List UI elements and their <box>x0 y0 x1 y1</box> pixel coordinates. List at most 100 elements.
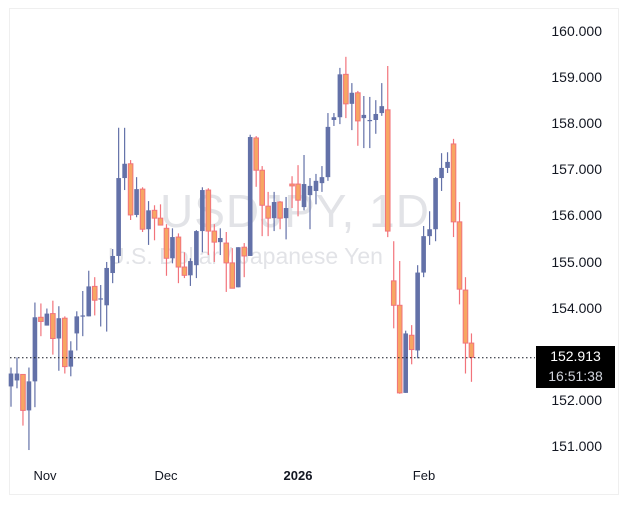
candle-down[interactable] <box>277 201 283 230</box>
candle-down[interactable] <box>20 373 26 426</box>
candle-body <box>331 117 337 120</box>
candle-up[interactable] <box>122 127 127 191</box>
candle-up[interactable] <box>415 265 420 359</box>
candle-body <box>181 266 188 276</box>
candle-down[interactable] <box>62 316 68 374</box>
candle-up[interactable] <box>68 341 74 377</box>
candle-up[interactable] <box>110 249 115 284</box>
candle-up[interactable] <box>200 187 205 253</box>
candle-down[interactable] <box>127 160 134 221</box>
candle-down[interactable] <box>175 233 182 284</box>
candle-up[interactable] <box>146 201 151 245</box>
candle-down[interactable] <box>163 224 170 276</box>
candle-body <box>301 184 307 208</box>
candle-up[interactable] <box>433 177 438 242</box>
candle-up[interactable] <box>319 166 325 192</box>
candle-up[interactable] <box>325 113 331 181</box>
candle-up[interactable] <box>283 196 289 240</box>
candle-up[interactable] <box>188 258 193 286</box>
candle-down[interactable] <box>289 176 295 209</box>
candle-down[interactable] <box>396 261 403 394</box>
candle-up[interactable] <box>134 177 139 218</box>
candle-up[interactable] <box>301 155 307 211</box>
candle-body <box>271 202 277 219</box>
candle-down[interactable] <box>343 56 349 119</box>
candle-up[interactable] <box>379 83 385 116</box>
candle-down[interactable] <box>38 303 44 337</box>
candle-up[interactable] <box>194 230 199 279</box>
candle-up[interactable] <box>44 308 50 326</box>
candle-up[interactable] <box>56 306 62 371</box>
candle-down[interactable] <box>151 205 158 241</box>
candle-up[interactable] <box>421 226 426 278</box>
chart-panel[interactable] <box>9 8 619 495</box>
candle-up[interactable] <box>427 211 432 245</box>
candle-down[interactable] <box>265 191 271 237</box>
candle-down[interactable] <box>456 202 463 305</box>
candle-up[interactable] <box>74 311 80 351</box>
candle-down[interactable] <box>157 204 164 226</box>
candle-up[interactable] <box>373 100 379 134</box>
candle-body <box>415 272 420 351</box>
candle-up[interactable] <box>26 367 32 451</box>
candle-up[interactable] <box>337 67 343 125</box>
candle-up[interactable] <box>331 113 337 126</box>
candle-up[interactable] <box>235 247 241 288</box>
candle-up[interactable] <box>403 330 408 393</box>
candle-up[interactable] <box>116 127 121 263</box>
candle-up[interactable] <box>445 152 450 173</box>
candle-up[interactable] <box>313 173 319 205</box>
candle-up[interactable] <box>349 83 355 131</box>
candle-down[interactable] <box>50 300 56 355</box>
candle-body <box>367 119 373 122</box>
candle-body <box>283 208 289 219</box>
candle-down[interactable] <box>223 231 230 292</box>
candle-body <box>295 183 301 201</box>
candle-body <box>307 185 313 196</box>
candle-up[interactable] <box>86 270 92 317</box>
candle-down[interactable] <box>229 248 236 289</box>
candle-body <box>116 178 121 256</box>
candle-body <box>14 373 20 381</box>
candle-down[interactable] <box>384 66 391 238</box>
candle-down[interactable] <box>259 166 265 237</box>
candle-down[interactable] <box>408 325 415 365</box>
candle-body <box>211 230 218 243</box>
candle-up[interactable] <box>32 302 38 408</box>
candle-down[interactable] <box>462 277 469 374</box>
candle-down[interactable] <box>241 243 248 278</box>
candle-up[interactable] <box>104 261 109 332</box>
candle-down[interactable] <box>205 188 212 256</box>
candle-down[interactable] <box>295 165 301 217</box>
candle-down[interactable] <box>253 136 259 187</box>
candle-up[interactable] <box>80 291 86 337</box>
candle-up[interactable] <box>307 178 313 230</box>
candle-down[interactable] <box>181 252 188 279</box>
candle-body <box>349 92 355 104</box>
time-tick-label: Dec <box>154 468 178 483</box>
candle-up[interactable] <box>8 367 14 407</box>
candle-down[interactable] <box>355 90 361 146</box>
candle-up[interactable] <box>439 153 444 191</box>
candle-up[interactable] <box>98 285 103 327</box>
candle-up[interactable] <box>361 96 367 149</box>
price-tick-label: 151.000 <box>551 437 602 454</box>
candle-up[interactable] <box>170 228 175 264</box>
candle-down[interactable] <box>211 224 218 262</box>
candle-body <box>450 143 457 223</box>
candle-down[interactable] <box>390 241 397 329</box>
candle-up[interactable] <box>218 228 223 256</box>
time-tick-label: Nov <box>33 468 57 483</box>
candle-down[interactable] <box>139 187 146 232</box>
candle-body <box>439 167 444 179</box>
candle-body <box>325 126 331 178</box>
candle-down[interactable] <box>450 138 457 238</box>
candle-up[interactable] <box>271 191 277 232</box>
candle-down[interactable] <box>91 277 98 316</box>
candle-up[interactable] <box>247 134 253 256</box>
candle-up[interactable] <box>367 96 373 149</box>
candle-up[interactable] <box>14 357 20 389</box>
candle-body <box>26 381 32 411</box>
candle-body <box>110 255 115 274</box>
